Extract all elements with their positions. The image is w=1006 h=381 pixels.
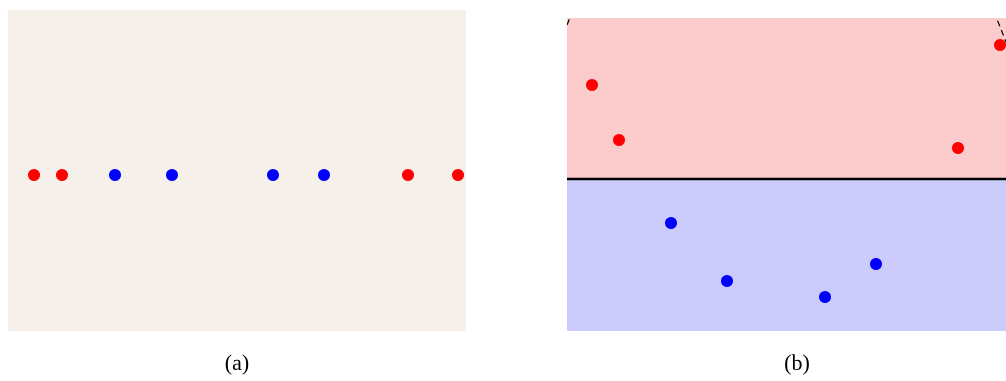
point [586, 79, 598, 91]
point [318, 169, 330, 181]
region-negative [567, 179, 1006, 331]
point [721, 275, 733, 287]
point [994, 39, 1006, 51]
point [870, 258, 882, 270]
point [267, 169, 279, 181]
panel-b: (b) [567, 18, 1006, 375]
point [819, 291, 831, 303]
region-positive [567, 18, 1006, 179]
point [952, 142, 964, 154]
point [452, 169, 464, 181]
point [109, 169, 121, 181]
point [28, 169, 40, 181]
panel-a: (a) [8, 10, 466, 375]
caption: (a) [225, 350, 249, 375]
point [56, 169, 68, 181]
point [166, 169, 178, 181]
panel-background [8, 10, 466, 331]
point [613, 134, 625, 146]
caption: (b) [784, 350, 810, 375]
point [402, 169, 414, 181]
point [665, 217, 677, 229]
